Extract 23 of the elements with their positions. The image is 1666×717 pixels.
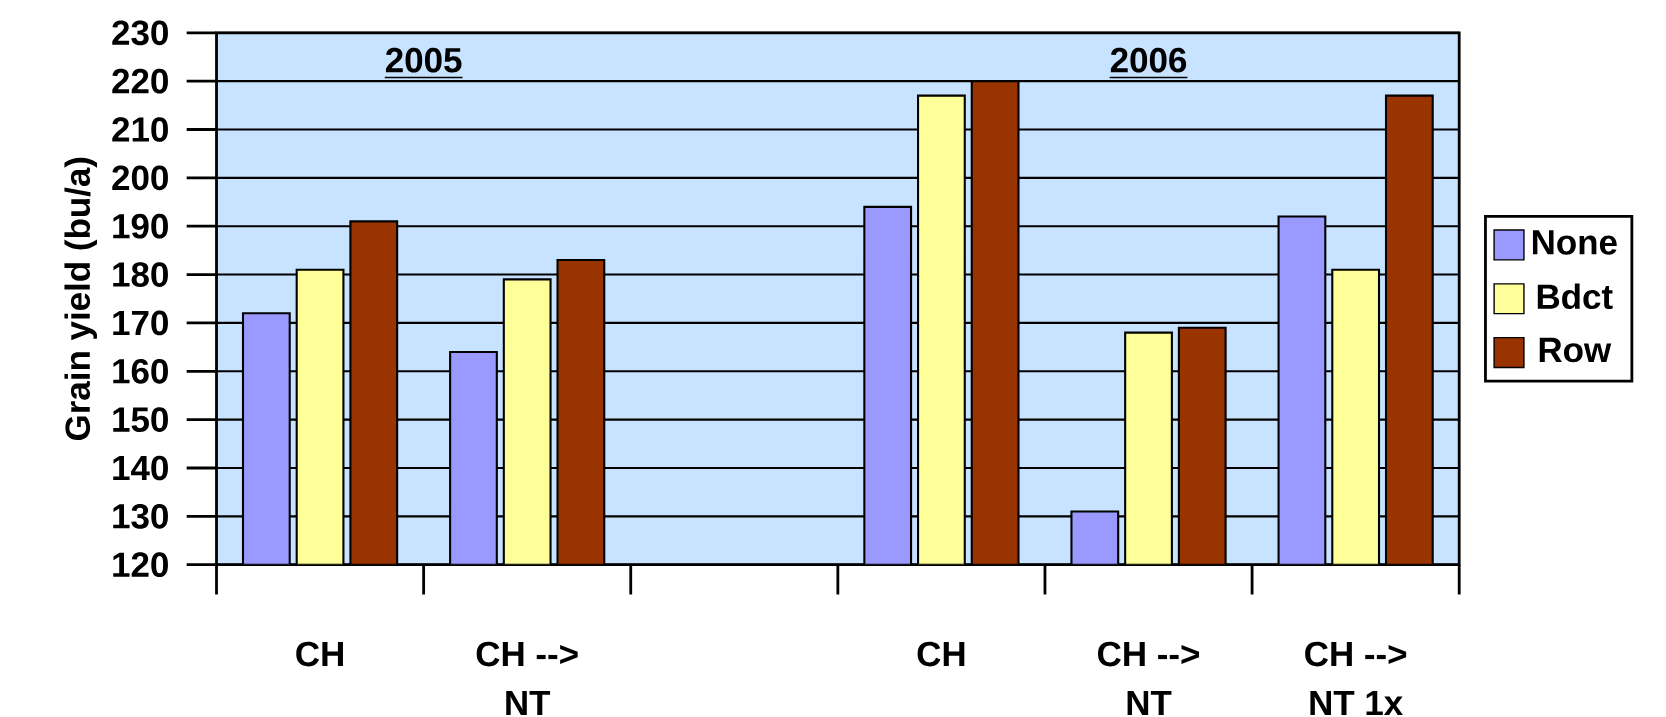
annotation: 2006 — [1110, 47, 1187, 73]
y-tick-label: 120 — [113, 552, 168, 578]
y-tick-label: 130 — [113, 504, 168, 529]
y-axis-title: Grain yield (bu/a) — [64, 157, 97, 441]
y-tick-label: 200 — [112, 165, 168, 191]
y-tick-label: 160 — [113, 359, 168, 384]
x-tick-label: CH --> NT 1x — [1305, 641, 1407, 716]
y-tick-label: 150 — [113, 407, 168, 433]
y-tick-label: 180 — [113, 262, 168, 288]
y-tick-label: 170 — [113, 310, 168, 336]
y-tick-label: 140 — [113, 455, 168, 481]
x-tick-label: CH — [917, 641, 965, 667]
y-tick-label: 190 — [113, 213, 168, 239]
y-tick-label: 210 — [112, 117, 168, 142]
legend-label: Bdct — [1537, 283, 1613, 310]
y-tick-label: 220 — [112, 68, 168, 94]
legend-label: Row — [1539, 337, 1612, 363]
x-tick-label: CH — [296, 641, 343, 667]
annotation: 2005 — [385, 47, 462, 73]
legend-label: None — [1532, 230, 1617, 255]
x-tick-label: CH --> NT — [476, 641, 578, 716]
y-tick-label: 230 — [112, 20, 168, 46]
x-tick-label: CH --> NT — [1098, 641, 1200, 716]
